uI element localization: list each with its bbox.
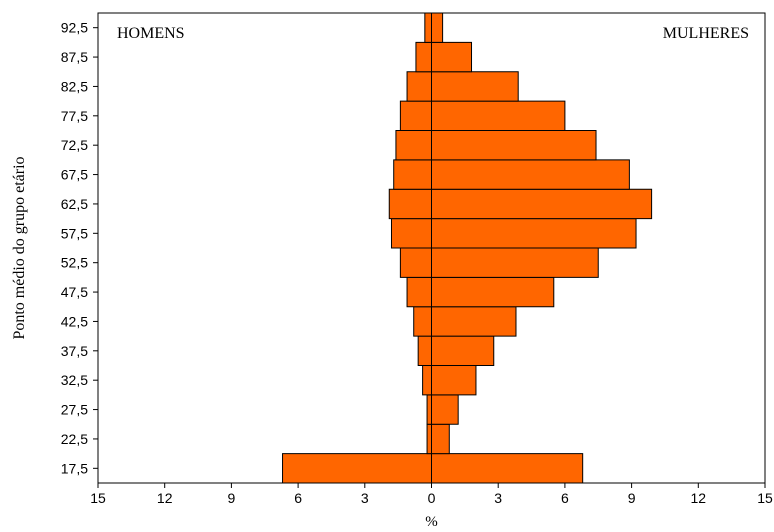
bar-homens-37-5 xyxy=(417,335,433,366)
y-tick-label: 92,5 xyxy=(61,20,88,36)
bar-homens-67-5 xyxy=(393,159,433,190)
y-tick-label: 67,5 xyxy=(61,167,88,183)
y-tick-label: 77,5 xyxy=(61,108,88,124)
x-tick-label: 3 xyxy=(494,490,502,506)
bar-mulheres-47-5 xyxy=(431,276,555,308)
bar-mulheres-37-5 xyxy=(431,335,495,366)
y-tick-label: 52,5 xyxy=(61,255,88,271)
x-tick-label: 12 xyxy=(157,490,173,506)
bar-mulheres-27-5 xyxy=(431,394,459,425)
bar-mulheres-52-5 xyxy=(431,247,599,278)
bar-mulheres-42-5 xyxy=(431,306,517,337)
bar-mulheres-22-5 xyxy=(431,423,450,455)
y-tick-label: 72,5 xyxy=(61,137,88,153)
x-tick-label: 9 xyxy=(628,490,636,506)
bar-mulheres-77-5 xyxy=(431,100,566,131)
y-tick-label: 47,5 xyxy=(61,284,88,300)
x-tick-label: 15 xyxy=(90,490,106,506)
y-tick-label: 32,5 xyxy=(61,372,88,388)
bar-homens-32-5 xyxy=(422,365,432,396)
bar-mulheres-72-5 xyxy=(431,130,597,161)
x-tick-label: 12 xyxy=(691,490,707,506)
bar-homens-62-5 xyxy=(388,188,432,220)
legend-mulheres: MULHERES xyxy=(663,25,749,42)
legend-homens: HOMENS xyxy=(117,25,185,42)
bar-mulheres-92-5 xyxy=(431,12,444,43)
bar-homens-22-5 xyxy=(426,423,433,455)
bar-homens-57-5 xyxy=(390,218,433,249)
bar-homens-72-5 xyxy=(395,130,432,161)
bar-homens-77-5 xyxy=(399,100,432,131)
bar-mulheres-82-5 xyxy=(431,71,519,102)
y-tick-label: 82,5 xyxy=(61,78,88,94)
y-tick-label: 62,5 xyxy=(61,196,88,212)
bar-homens-17-5 xyxy=(282,453,432,484)
bar-mulheres-67-5 xyxy=(431,159,630,190)
bar-mulheres-87-5 xyxy=(431,41,473,73)
y-tick-label: 17,5 xyxy=(61,460,88,476)
bar-mulheres-62-5 xyxy=(431,188,653,220)
y-tick-label: 57,5 xyxy=(61,225,88,241)
y-tick-label: 42,5 xyxy=(61,313,88,329)
bar-homens-42-5 xyxy=(413,306,433,337)
x-tick-label: 3 xyxy=(361,490,369,506)
y-tick-label: 22,5 xyxy=(61,431,88,447)
y-axis-ticks: 17,5 22,5 27,5 32,5 37,5 42,5 47,5 52,5 57,5 62,5… xyxy=(61,20,98,476)
y-axis-label: Ponto médio do grupo etário xyxy=(11,156,28,339)
bar-homens-82-5 xyxy=(406,71,433,102)
bar-homens-92-5 xyxy=(424,12,432,43)
bar-homens-27-5 xyxy=(426,394,433,425)
bar-mulheres-32-5 xyxy=(431,365,477,396)
bar-homens-87-5 xyxy=(415,41,433,73)
x-tick-label: 0 xyxy=(428,490,436,506)
y-tick-label: 37,5 xyxy=(61,343,88,359)
bar-mulheres-57-5 xyxy=(431,218,637,249)
y-tick-label: 27,5 xyxy=(61,402,88,418)
x-tick-label: 15 xyxy=(757,490,773,506)
mulheres-bars xyxy=(431,12,653,484)
y-tick-label: 87,5 xyxy=(61,49,88,65)
bar-mulheres-17-5 xyxy=(431,453,584,484)
homens-bars xyxy=(282,12,433,484)
bar-homens-52-5 xyxy=(399,247,432,278)
x-tick-label: 6 xyxy=(561,490,569,506)
x-tick-label: 6 xyxy=(294,490,302,506)
x-axis-label: % xyxy=(425,514,438,530)
x-tick-label: 9 xyxy=(228,490,236,506)
bar-homens-47-5 xyxy=(406,276,433,308)
x-axis-ticks: 15 12 9 6 3 0 3 6 9 12 15 xyxy=(90,483,773,506)
